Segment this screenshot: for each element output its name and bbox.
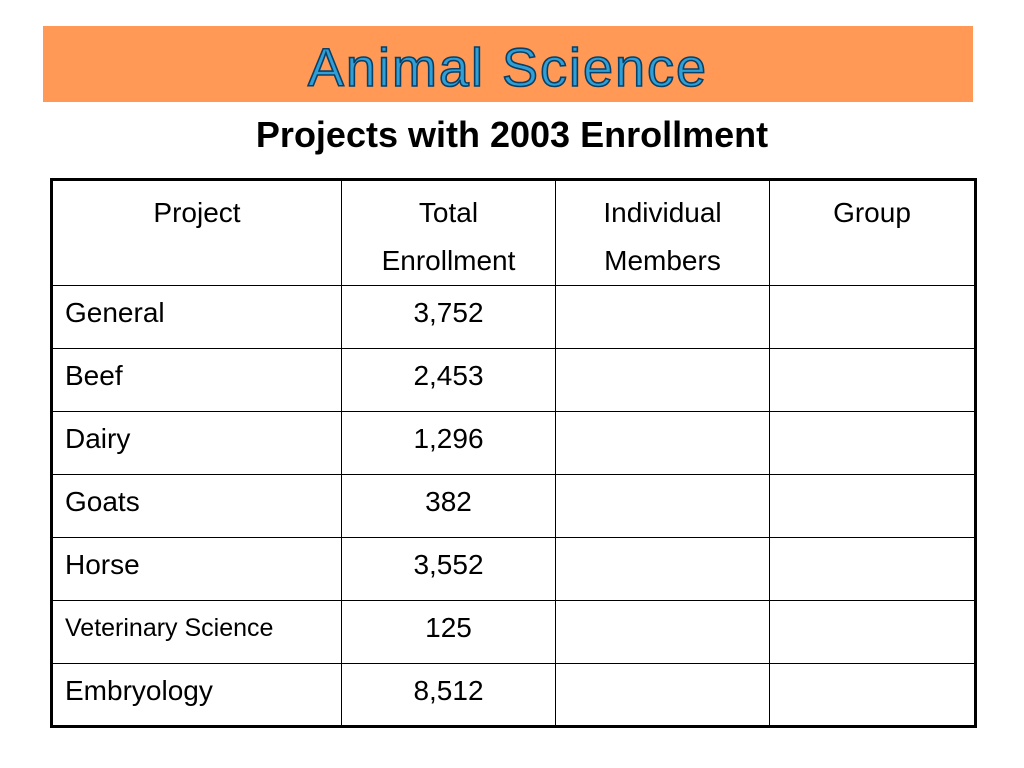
header-group-label: Group [833, 197, 911, 228]
table-row: Dairy 1,296 [51, 411, 976, 475]
cell-total: 8,512 [341, 663, 556, 727]
cell-group [769, 285, 976, 349]
cell-total: 3,552 [341, 537, 556, 601]
cell-project: Dairy [51, 411, 342, 475]
cell-group [769, 348, 976, 412]
cell-individual [555, 411, 770, 475]
title-banner: Animal Science [43, 26, 973, 102]
enrollment-table: Project Total Enrollment Individual Memb… [50, 178, 977, 728]
header-project: Project [51, 179, 342, 286]
table-row: General 3,752 [51, 285, 976, 349]
table-row: Veterinary Science 125 [51, 600, 976, 664]
cell-individual [555, 600, 770, 664]
header-individual-line1: Individual [603, 197, 722, 228]
cell-group [769, 663, 976, 727]
header-individual-line2: Members [604, 245, 721, 276]
cell-group [769, 537, 976, 601]
cell-project: Goats [51, 474, 342, 538]
cell-project: General [51, 285, 342, 349]
table-row: Beef 2,453 [51, 348, 976, 412]
page-subtitle: Projects with 2003 Enrollment [255, 114, 769, 155]
header-individual-members: Individual Members [555, 179, 770, 286]
cell-project: Horse [51, 537, 342, 601]
cell-individual [555, 537, 770, 601]
table-row: Embryology 8,512 [51, 663, 976, 727]
cell-group [769, 411, 976, 475]
cell-total: 3,752 [341, 285, 556, 349]
cell-project: Veterinary Science [51, 600, 342, 664]
cell-total: 382 [341, 474, 556, 538]
cell-total: 125 [341, 600, 556, 664]
header-group: Group [769, 179, 976, 286]
cell-total: 2,453 [341, 348, 556, 412]
cell-project: Beef [51, 348, 342, 412]
table-row: Goats 382 [51, 474, 976, 538]
table-row: Horse 3,552 [51, 537, 976, 601]
header-total-line2: Enrollment [381, 245, 516, 276]
cell-individual [555, 285, 770, 349]
header-total-enrollment: Total Enrollment [341, 179, 556, 286]
cell-group [769, 600, 976, 664]
table-header-row: Project Total Enrollment Individual Memb… [51, 179, 976, 286]
header-project-label: Project [153, 197, 241, 228]
cell-total: 1,296 [341, 411, 556, 475]
cell-individual [555, 663, 770, 727]
banner-title: Animal Science [308, 38, 708, 98]
cell-individual [555, 474, 770, 538]
title-wordart: Animal Science [307, 37, 708, 99]
header-total-line1: Total [418, 197, 479, 228]
cell-group [769, 474, 976, 538]
cell-project: Embryology [51, 663, 342, 727]
cell-individual [555, 348, 770, 412]
